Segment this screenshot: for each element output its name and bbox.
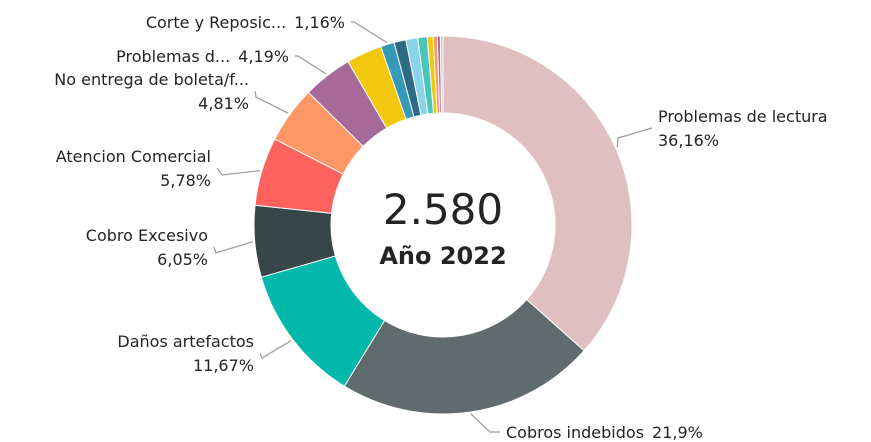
center-value: 2.580 (383, 185, 503, 234)
leader-line (295, 55, 327, 75)
slice-value-label: 4,81% (198, 94, 249, 113)
leader-line (616, 127, 653, 147)
slice-label: Cobro Excesivo (86, 226, 208, 245)
slice-value-label: 6,05% (157, 250, 208, 269)
slice-label: Daños artefactos (117, 332, 254, 351)
slice-value-label: 21,9% (652, 423, 703, 442)
center-label: Año 2022 (379, 242, 506, 270)
leader-line (259, 340, 292, 359)
slice-label: Problemas de lectura (658, 107, 828, 126)
donut-slice (442, 35, 633, 352)
slice-value-label: 5,78% (160, 171, 211, 190)
slice-value-label: 11,67% (193, 356, 254, 375)
slice-label: Problemas d... (116, 47, 230, 66)
leader-line (351, 21, 388, 43)
leader-line (470, 413, 500, 433)
leader-line (213, 241, 253, 254)
slice-value-label: 1,16% (294, 13, 345, 32)
slice-label: Atencion Comercial (56, 147, 211, 166)
slice-label-group: Problemas d... 4,19% (116, 47, 289, 66)
donut-slice (439, 35, 444, 114)
donut-slice (343, 298, 585, 415)
slice-value-label: 36,16% (658, 131, 719, 150)
leader-line (254, 90, 289, 114)
slice-label: Cobros indebidos (506, 423, 644, 442)
leader-line (216, 167, 260, 176)
slice-label-group: Cobros indebidos 21,9% (506, 423, 703, 442)
slice-label: Corte y Reposic... (146, 13, 286, 32)
slice-label-group: Corte y Reposic... 1,16% (146, 13, 345, 32)
slice-value-label: 4,19% (238, 47, 289, 66)
slice-label: No entrega de boleta/f... (54, 70, 249, 89)
